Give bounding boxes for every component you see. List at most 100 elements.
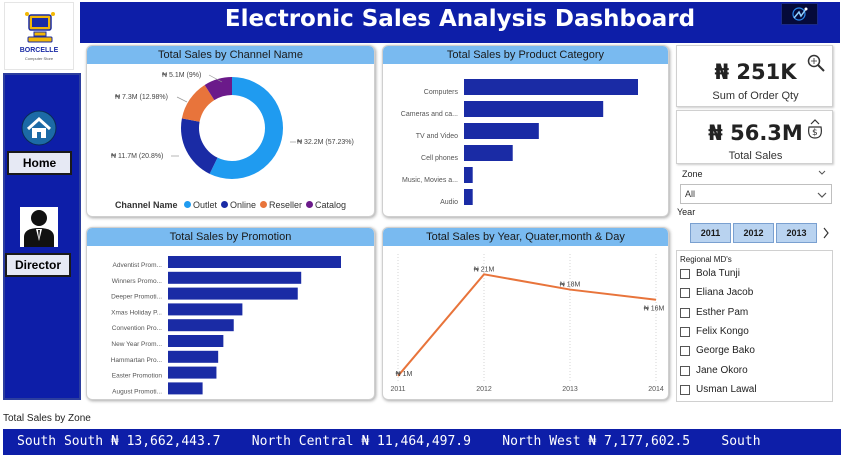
x-tick-label: 2011: [390, 386, 405, 393]
year-2011-button[interactable]: 2011: [690, 223, 731, 243]
order-qty-card: ₦ 251K Sum of Order Qty: [676, 45, 833, 107]
year-2012-button[interactable]: 2012: [733, 223, 774, 243]
checkbox[interactable]: [680, 288, 690, 299]
total-sales-card: ₦ 56.3M Total Sales $: [676, 110, 833, 164]
legend-dot: [260, 201, 268, 208]
regional-md-option[interactable]: Eliana Jacob: [680, 287, 820, 301]
regional-md-option[interactable]: George Bako: [680, 345, 820, 359]
bar-0[interactable]: [464, 79, 638, 95]
bar-3[interactable]: [464, 145, 513, 161]
channel-donut-chart: ₦ 32.2M (57.23%) ₦ 11.7M (20.8%) ₦ 7.3M …: [111, 72, 354, 179]
promotion-bar-chart: Adventist Prom... Winners Promo... Deeper …: [111, 256, 341, 395]
data-label: ₦ 16M: [644, 306, 665, 313]
legend-item-reseller[interactable]: Reseller: [256, 200, 302, 210]
checkbox[interactable]: [680, 326, 690, 337]
order-qty-value: ₦ 251K: [714, 60, 797, 84]
bar-4[interactable]: [168, 319, 234, 332]
home-icon[interactable]: [21, 110, 57, 146]
regional-md-option[interactable]: Felix Kongo: [680, 326, 820, 340]
trend-line-chart: 2011 2012 2013 2014 ₦ 1M ₦ 21M ₦ 18M ₦ 16M: [390, 254, 665, 393]
legend-label: Online: [230, 200, 257, 210]
logo-tagline: Computer Store: [24, 56, 54, 61]
checkbox[interactable]: [680, 346, 690, 357]
legend-item-online[interactable]: Online: [217, 200, 256, 210]
checkbox[interactable]: [680, 384, 690, 395]
legend-item-catalog[interactable]: Catalog: [302, 200, 346, 210]
donut-slice-catalog[interactable]: [204, 77, 232, 101]
category-label: Music, Movies a...: [402, 177, 458, 184]
regional-md-name: Bola Tunji: [696, 268, 740, 279]
checkbox[interactable]: [680, 365, 690, 376]
sales-trend-line[interactable]: [397, 273, 657, 377]
category-label: Hammartan Pro...: [111, 357, 162, 364]
zone-ticker-text: South South ₦ 13,662,443.7 North Central…: [17, 434, 761, 449]
legend-dot: [183, 201, 191, 208]
total-sales-label: Total Sales: [728, 150, 783, 162]
zone-label: Zone: [682, 169, 703, 179]
zone-selected-value: All: [685, 189, 696, 199]
year-label: Year: [677, 207, 696, 217]
dashboard-title: Electronic Sales Analysis Dashboard: [224, 6, 696, 32]
year-2013-button[interactable]: 2013: [776, 223, 817, 243]
chevron-right-icon[interactable]: [821, 226, 831, 240]
zone-sales-ticker: South South ₦ 13,662,443.7 North Central…: [3, 429, 841, 455]
home-button[interactable]: Home: [7, 151, 72, 175]
bar-5[interactable]: [168, 335, 224, 347]
zone-ticker-label: Total Sales by Zone: [3, 413, 91, 424]
trend-sales-card: Total Sales by Year, Quater,month & Day …: [382, 227, 669, 400]
legend-item-outlet[interactable]: Outlet: [180, 200, 217, 210]
category-label: Cameras and ca...: [401, 111, 458, 118]
bar-8[interactable]: [168, 382, 203, 395]
company-logo: BORCELLE Computer Store: [4, 2, 74, 70]
product-bar-chart: Computers Cameras and ca... TV and Video Ce…: [401, 79, 638, 206]
product-sales-card: Total Sales by Product Category Computer…: [382, 45, 669, 217]
regional-md-name: Esther Pam: [696, 306, 749, 318]
zone-dropdown[interactable]: All: [680, 184, 832, 204]
regional-md-option[interactable]: Bola Tunji: [680, 268, 820, 282]
regional-md-name: Jane Okoro: [696, 364, 748, 376]
regional-md-label: Regional MD's: [680, 255, 732, 264]
checkbox[interactable]: [680, 307, 690, 318]
bar-1[interactable]: [464, 101, 604, 117]
analytics-icon[interactable]: [781, 3, 818, 25]
zone-collapse-icon[interactable]: [817, 168, 827, 178]
regional-md-name: George Bako: [696, 345, 755, 357]
category-label: Convention Pro...: [112, 325, 162, 332]
director-person-icon[interactable]: [20, 207, 58, 247]
checkbox[interactable]: [680, 269, 690, 279]
bar-0[interactable]: [168, 256, 341, 268]
director-button[interactable]: Director: [5, 253, 71, 277]
regional-md-name: Eliana Jacob: [696, 287, 754, 299]
regional-md-option[interactable]: Usman Lawal: [680, 384, 820, 398]
category-label: New Year Prom...: [111, 341, 162, 348]
bar-7[interactable]: [168, 366, 217, 379]
outlet-data-label: ₦ 32.2M (57.23%): [297, 139, 354, 146]
product-chart-title: Total Sales by Product Category: [383, 46, 668, 64]
data-label: ₦ 21M: [474, 266, 495, 273]
donut-slice-online[interactable]: [181, 118, 218, 174]
bar-6[interactable]: [168, 350, 219, 363]
category-label: Xmas Holiday P...: [111, 309, 162, 316]
category-label: Easter Promotion: [112, 373, 163, 380]
bar-2[interactable]: [464, 123, 539, 139]
bar-1[interactable]: [168, 271, 302, 284]
regional-md-option[interactable]: Esther Pam: [680, 307, 820, 321]
header-bar: [80, 2, 840, 43]
category-label: TV and Video: [416, 133, 458, 140]
category-label: August Promoti...: [112, 388, 162, 395]
regional-md-option[interactable]: Jane Okoro: [680, 365, 820, 379]
bar-2[interactable]: [168, 287, 298, 300]
x-tick-label: 2013: [562, 386, 578, 393]
online-data-label: ₦ 11.7M (20.8%): [111, 153, 163, 160]
regional-md-slicer: Regional MD's Bola Tunji Eliana Jacob Esth…: [676, 250, 833, 402]
category-label: Adventist Prom...: [113, 262, 163, 269]
regional-md-name: Usman Lawal: [696, 383, 757, 395]
legend-label: Catalog: [315, 200, 347, 210]
x-tick-label: 2014: [648, 386, 664, 393]
bar-3[interactable]: [168, 303, 243, 316]
channel-legend: Channel Name Outlet Online Reseller Catalog: [87, 200, 374, 210]
donut-slice-outlet[interactable]: [209, 77, 283, 179]
donut-slice-reseller[interactable]: [181, 84, 215, 122]
bar-4[interactable]: [464, 167, 473, 183]
bar-5[interactable]: [464, 189, 473, 205]
